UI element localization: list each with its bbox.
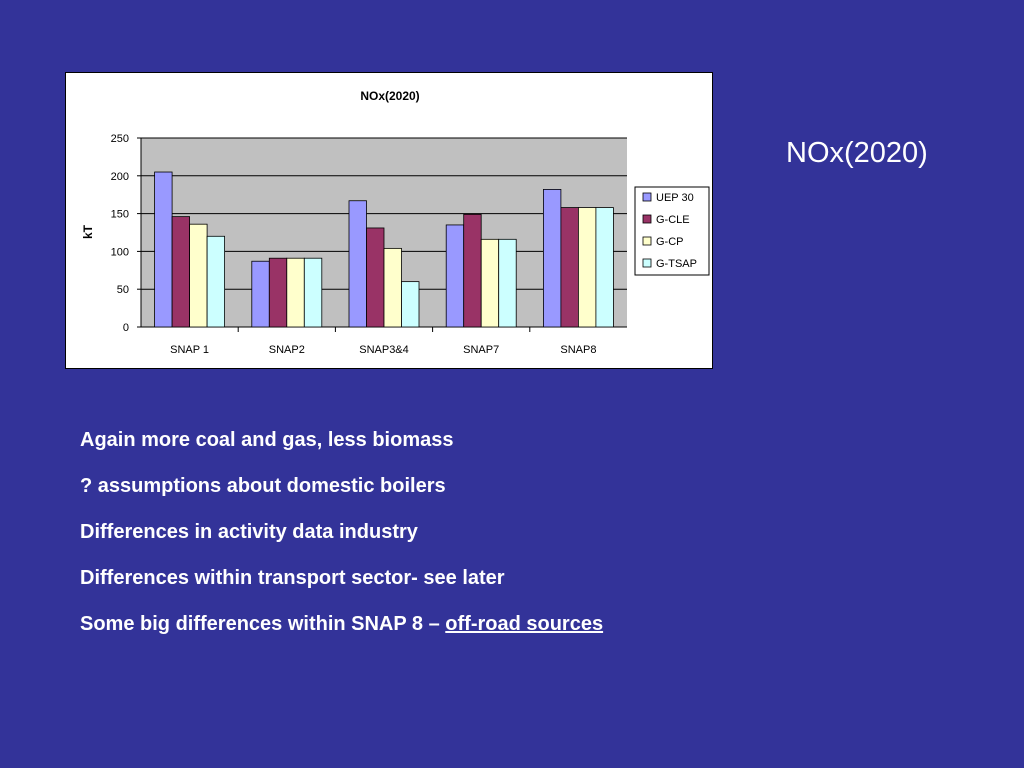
bar	[348, 200, 367, 328]
off-road-sources-link[interactable]: off-road sources	[445, 613, 604, 635]
chart-panel: NOx(2020) SNAP 1 SNAP2 SNAP3&4 SNAP7 SNAP8 0…	[65, 72, 713, 369]
bar	[480, 238, 500, 328]
y-tick-label: 150	[111, 209, 129, 221]
legend-swatch	[642, 258, 652, 268]
bar	[401, 281, 420, 328]
bar	[463, 213, 482, 328]
bar	[383, 247, 402, 328]
bar	[303, 257, 323, 328]
legend-swatch	[642, 236, 652, 246]
bar	[578, 207, 597, 328]
x-tick-label: SNAP3&4	[359, 344, 409, 356]
bar	[595, 207, 614, 328]
bar	[268, 257, 288, 328]
legend-label: G-TSAP	[656, 258, 697, 270]
bullet-item: Some big differences within SNAP 8 – off…	[80, 610, 603, 656]
bar	[366, 227, 385, 328]
bar	[445, 224, 465, 328]
bar	[189, 223, 208, 328]
y-tick-label: 0	[123, 322, 129, 334]
chart-title: NOx(2020)	[360, 89, 419, 103]
x-tick-label: SNAP2	[269, 344, 305, 356]
bullet-text: Some big differences within SNAP 8 –	[80, 613, 446, 635]
bullet-item: Differences within transport sector- see…	[80, 567, 505, 589]
bullet-item: ? assumptions about domestic boilers	[80, 475, 446, 497]
y-tick-label: 250	[111, 133, 129, 145]
bar	[560, 207, 579, 328]
y-tick-label: 200	[111, 171, 129, 183]
legend-label: UEP 30	[656, 192, 694, 204]
legend-swatch	[642, 192, 652, 202]
x-tick-label: SNAP8	[560, 344, 596, 356]
bar	[498, 238, 517, 328]
bar	[206, 235, 226, 328]
legend-label: G-CLE	[656, 214, 690, 226]
bar	[251, 260, 270, 328]
bar	[171, 216, 190, 328]
y-tick-label: 100	[111, 246, 129, 258]
legend-swatch	[642, 214, 652, 224]
slide-title: NOx(2020)	[786, 137, 928, 169]
bar	[286, 257, 305, 328]
bullet-list: Again more coal and gas, less biomass ? …	[80, 426, 603, 656]
y-axis-label: kT	[81, 224, 95, 239]
bullet-item: Differences in activity data industry	[80, 521, 418, 543]
x-tick-label: SNAP 1	[170, 344, 209, 356]
legend-label: G-CP	[656, 236, 684, 248]
x-tick-label: SNAP7	[463, 344, 499, 356]
bar	[542, 189, 562, 328]
y-tick-label: 50	[117, 284, 129, 296]
bar	[154, 171, 173, 328]
bullet-item: Again more coal and gas, less biomass	[80, 429, 454, 451]
bar-chart: NOx(2020) SNAP 1 SNAP2 SNAP3&4 SNAP7 SNAP8 0…	[81, 89, 710, 356]
